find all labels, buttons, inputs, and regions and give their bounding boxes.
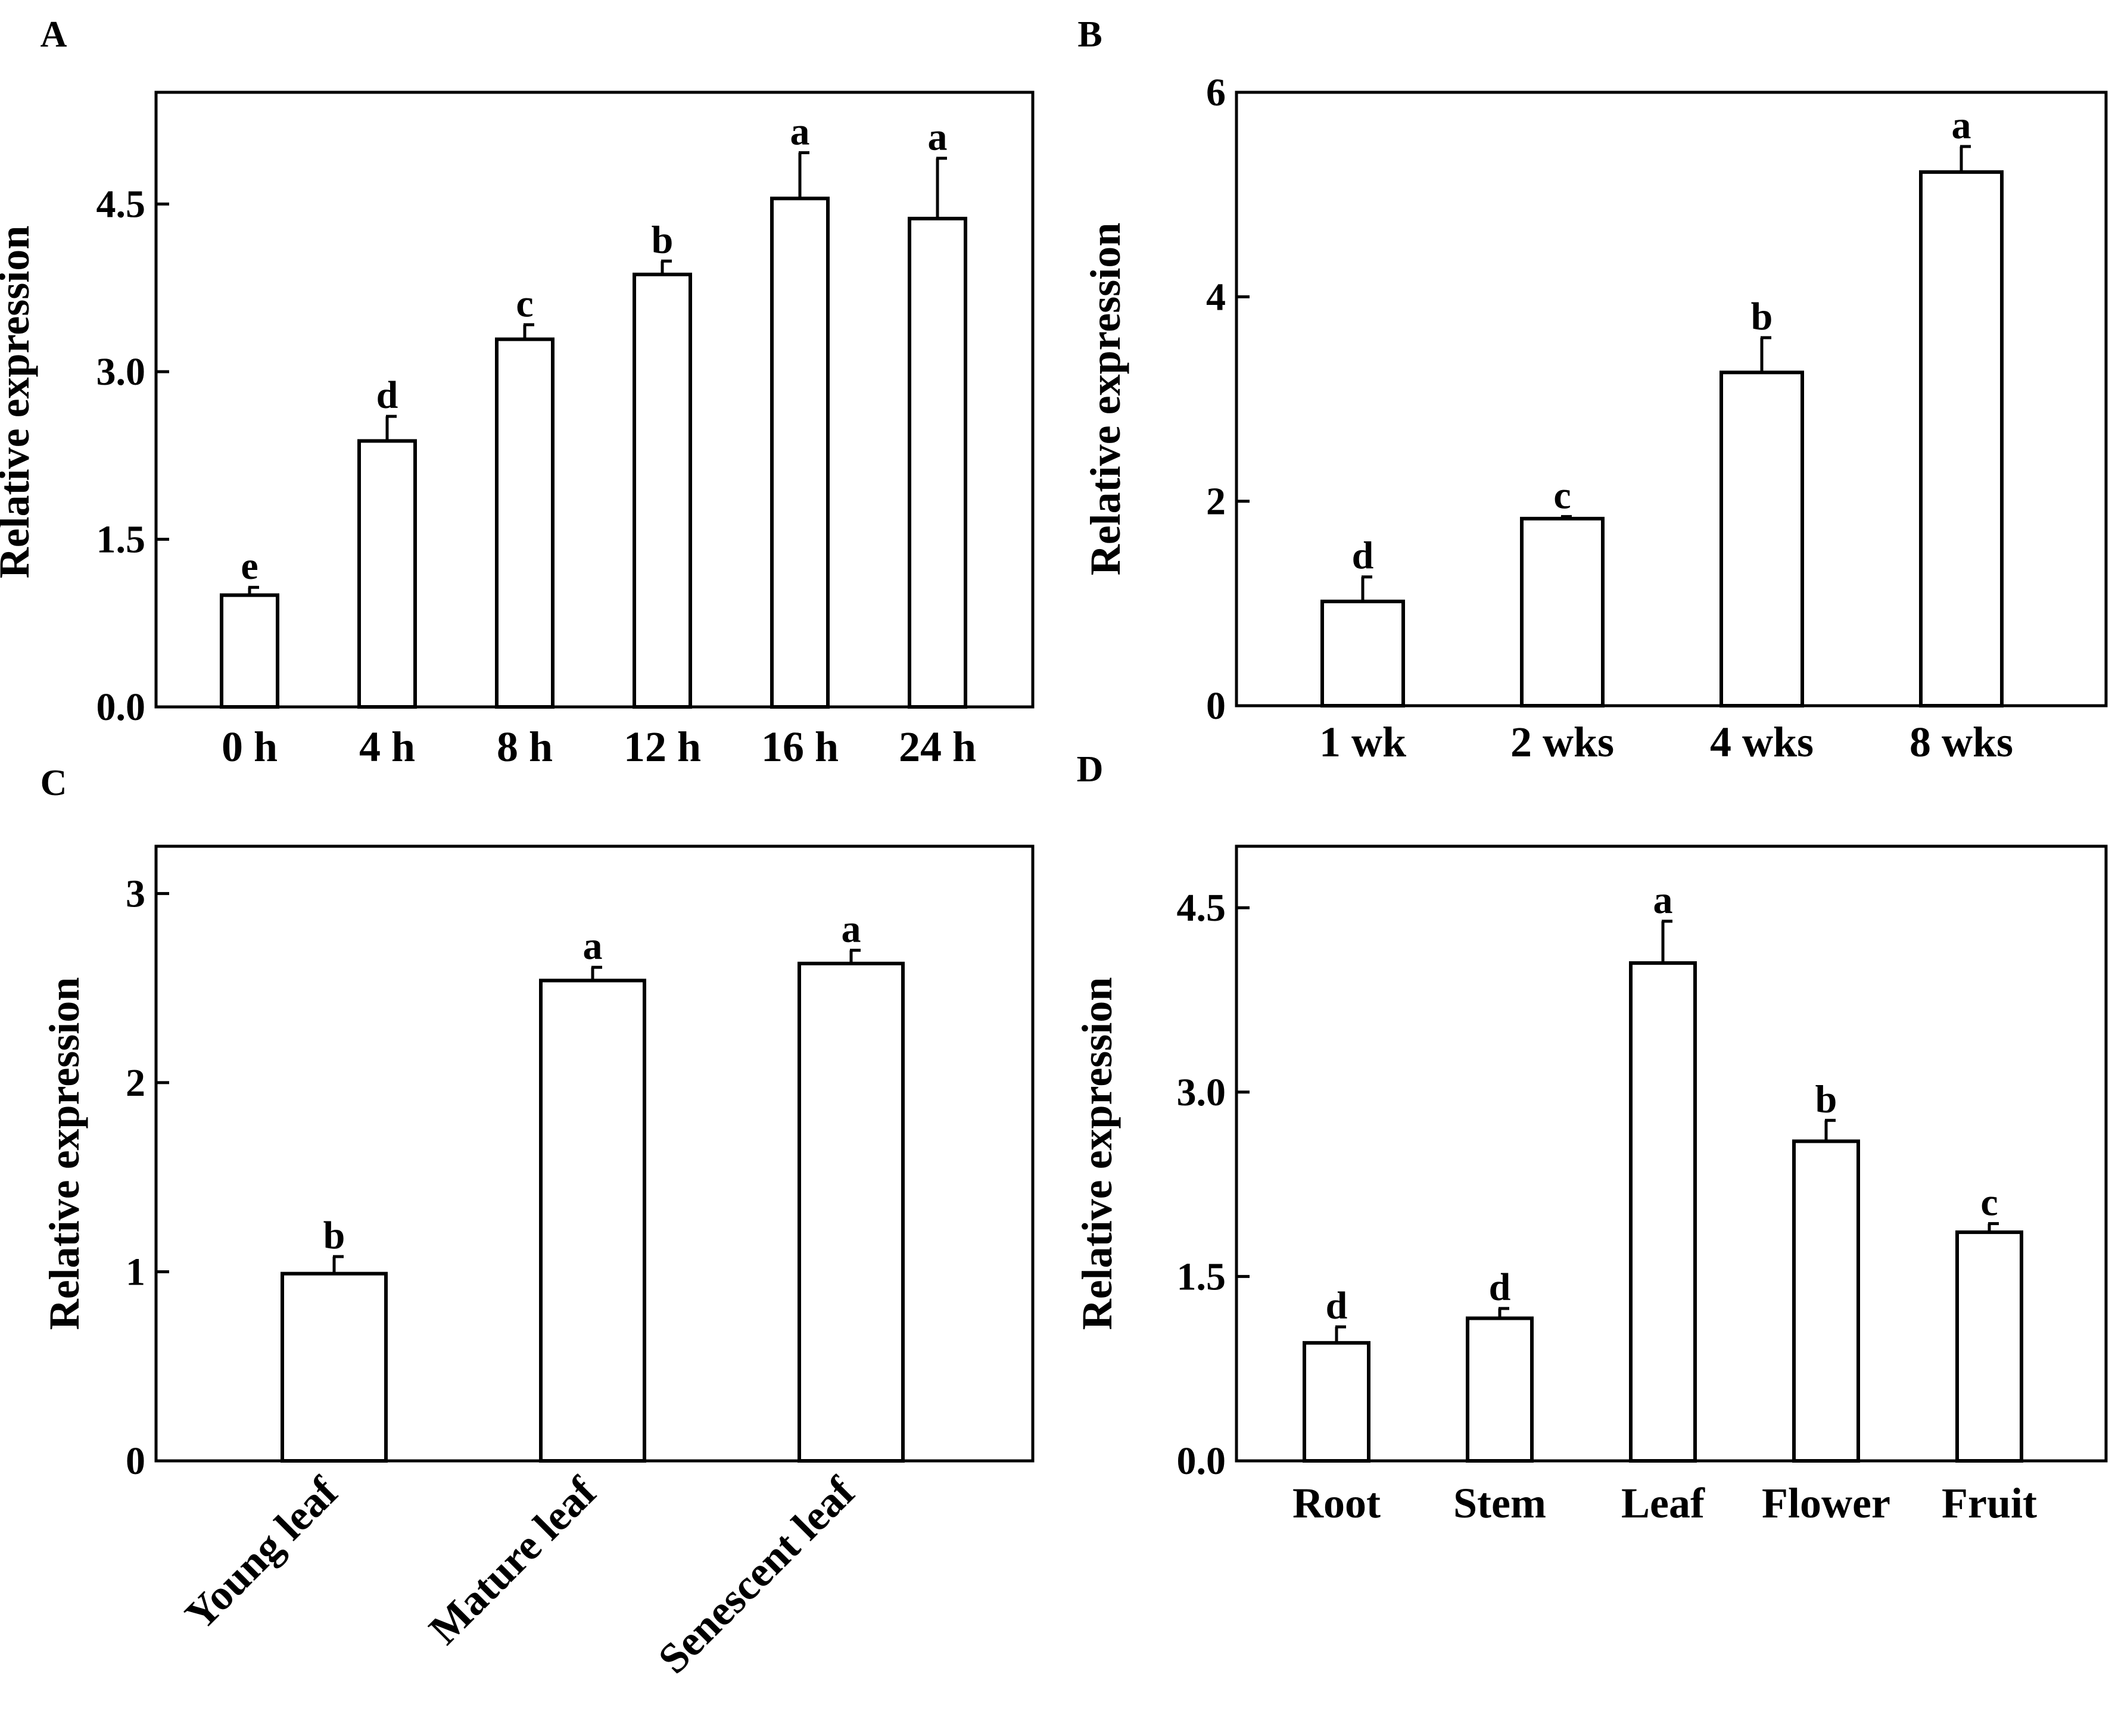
panel-label: A xyxy=(41,14,67,55)
bar-young-leaf xyxy=(281,1271,388,1463)
bar-0-h xyxy=(220,593,279,709)
bar-8-wks xyxy=(1919,170,2004,708)
significance-letter: d xyxy=(1326,1284,1348,1327)
bar-leaf xyxy=(1629,961,1697,1463)
bar-1-wk xyxy=(1320,599,1405,708)
y-tick-label: 0 xyxy=(126,1439,145,1483)
y-tick-label: 1 xyxy=(126,1250,145,1294)
x-category-label: 2 wks xyxy=(1510,718,1614,766)
bar-4-h xyxy=(357,439,417,709)
x-category-label: 12 h xyxy=(624,723,701,771)
x-category-label: 8 wks xyxy=(1909,718,2013,766)
x-category-label: Stem xyxy=(1453,1479,1546,1527)
significance-letter: a xyxy=(583,924,603,968)
x-category-label: Leaf xyxy=(1621,1479,1705,1527)
significance-letter: a xyxy=(1653,878,1673,922)
significance-letter: d xyxy=(1352,534,1374,578)
y-tick-label: 4 xyxy=(1206,275,1226,319)
x-category-label: 8 h xyxy=(497,723,553,771)
bar-12-h xyxy=(633,272,692,709)
x-category-label: 0 h xyxy=(222,723,278,771)
x-category-label: Flower xyxy=(1762,1479,1890,1527)
y-tick-label: 2 xyxy=(1206,480,1226,523)
y-axis-label: Relative expression xyxy=(1082,223,1129,576)
panel-label: B xyxy=(1077,14,1102,55)
bar-4-wks xyxy=(1719,370,1804,708)
x-category-label: 4 wks xyxy=(1710,718,1814,766)
x-category-label: 16 h xyxy=(761,723,839,771)
y-tick-label: 3.0 xyxy=(1177,1071,1226,1114)
significance-letter: d xyxy=(376,373,398,417)
significance-letter: a xyxy=(928,116,948,159)
significance-letter: b xyxy=(652,218,674,261)
significance-letter: a xyxy=(842,908,861,951)
y-tick-label: 0.0 xyxy=(96,685,146,729)
chart-panel-d: D 0.0 1.5 3.0 4.5 Relative expression d Root d St… xyxy=(1073,749,2108,1527)
y-axis-label: Relative expression xyxy=(0,226,38,579)
y-tick-label: 4.5 xyxy=(1177,886,1226,930)
y-tick-label: 6 xyxy=(1206,71,1226,114)
y-tick-label: 4.5 xyxy=(96,183,146,226)
y-tick-label: 0 xyxy=(1206,684,1226,728)
bar-senescent-leaf xyxy=(798,961,905,1463)
x-category-label: Root xyxy=(1292,1479,1381,1527)
y-tick-label: 0.0 xyxy=(1177,1439,1226,1483)
bar-stem xyxy=(1466,1316,1534,1463)
bar-fruit xyxy=(1955,1230,2023,1463)
y-tick-label: 1.5 xyxy=(96,518,146,562)
significance-letter: c xyxy=(1980,1181,1998,1224)
chart-panel-b: B 0 2 4 6 Relative expression d 1 wk c 2 wks b 4 wk… xyxy=(1077,14,2108,766)
plot-frame xyxy=(1235,91,2108,708)
y-axis-label: Relative expression xyxy=(41,977,88,1330)
significance-letter: b xyxy=(1751,295,1773,338)
significance-letter: c xyxy=(1553,473,1571,517)
bar-16-h xyxy=(770,197,830,709)
significance-letter: b xyxy=(1815,1077,1837,1121)
x-category-label: 24 h xyxy=(899,723,976,771)
significance-letter: a xyxy=(1952,104,1971,147)
bar-8-h xyxy=(495,337,555,709)
bar-flower xyxy=(1792,1139,1860,1463)
bar-root xyxy=(1303,1341,1370,1463)
bar-24-h xyxy=(908,217,967,709)
x-category-label: 1 wk xyxy=(1319,718,1406,766)
y-tick-label: 3.0 xyxy=(96,350,146,394)
chart-panel-a: A 0.0 1.5 3.0 4.5 Relative expression e 0 h d 4 h… xyxy=(0,14,1035,771)
x-category-label: Fruit xyxy=(1942,1479,2037,1527)
y-tick-label: 1.5 xyxy=(1177,1255,1226,1298)
y-tick-label: 2 xyxy=(126,1061,145,1105)
bar-2-wks xyxy=(1520,516,1605,708)
bar-mature-leaf xyxy=(539,978,646,1463)
significance-letter: d xyxy=(1489,1266,1511,1309)
panel-label: D xyxy=(1077,749,1104,790)
plot-frame xyxy=(154,91,1035,709)
significance-letter: a xyxy=(790,110,810,153)
y-tick-label: 3 xyxy=(126,872,145,915)
significance-letter: e xyxy=(241,544,258,588)
panel-label: C xyxy=(41,763,67,803)
significance-letter: b xyxy=(323,1214,345,1257)
y-axis-label: Relative expression xyxy=(1073,977,1121,1330)
significance-letter: c xyxy=(516,282,533,325)
x-category-label: 4 h xyxy=(359,723,415,771)
